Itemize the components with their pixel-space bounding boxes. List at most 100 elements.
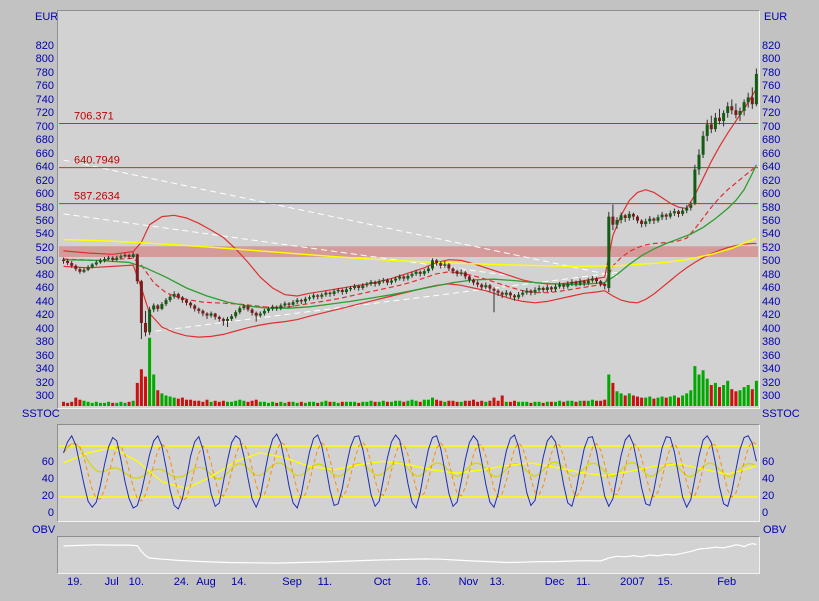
price-ytick-right: 420 <box>762 309 781 322</box>
date-tick-label: 11. <box>317 576 333 588</box>
price-ytick-left: 760 <box>35 80 54 93</box>
sstoc-label-right: SSTOC <box>762 408 800 420</box>
stochastic-slow-line <box>63 447 757 490</box>
price-axis-title-right: EUR <box>764 11 788 23</box>
price-ytick-left: 720 <box>35 107 54 120</box>
price-ytick-right: 580 <box>762 201 781 214</box>
price-ytick-left: 440 <box>35 295 54 308</box>
price-ytick-left: 500 <box>35 255 54 268</box>
price-ytick-right: 700 <box>762 120 781 133</box>
date-tick-label: Dec <box>544 576 565 588</box>
price-ytick-right: 500 <box>762 255 781 268</box>
price-ytick-left: 520 <box>35 241 54 254</box>
price-ytick-right: 540 <box>762 228 781 241</box>
long-moving-average <box>63 237 757 268</box>
price-levels: 706.371 640.7949 587.2634 <box>59 110 758 205</box>
price-ytick-right: 360 <box>762 349 781 362</box>
price-ytick-right: 680 <box>762 134 781 147</box>
volume-bars <box>62 337 758 406</box>
date-tick-label: Aug <box>196 576 216 588</box>
price-chart-canvas[interactable]: 706.371 640.7949 587.2634 <box>58 11 759 408</box>
date-tick-label: Feb <box>717 576 737 588</box>
price-ytick-right: 340 <box>762 363 781 376</box>
price-ytick-right: 740 <box>762 93 781 106</box>
price-ytick-left: 320 <box>35 376 54 389</box>
obv-label-left: OBV <box>32 524 56 536</box>
bollinger-bands <box>63 88 757 338</box>
sstoc-ytick-right: 20 <box>762 490 775 502</box>
price-ytick-right: 380 <box>762 336 781 349</box>
price-ytick-right: 720 <box>762 107 781 120</box>
price-ytick-left: 640 <box>35 161 54 174</box>
date-tick-label: 24. <box>173 576 190 588</box>
date-tick-label: Sep <box>282 576 302 588</box>
price-ytick-right: 520 <box>762 241 781 254</box>
price-ytick-right: 760 <box>762 80 781 93</box>
obv-panel[interactable] <box>57 536 760 574</box>
date-tick-label: 11. <box>575 576 591 588</box>
sstoc-ytick-right: 60 <box>762 456 775 468</box>
stochastic-k-line <box>63 433 757 510</box>
price-ytick-right: 560 <box>762 215 781 227</box>
price-ytick-left: 820 <box>35 40 54 52</box>
date-tick-label: 19. <box>67 576 83 588</box>
obv-canvas[interactable] <box>58 537 759 573</box>
price-ytick-right: 320 <box>762 376 781 389</box>
date-tick-label: 16. <box>415 576 431 588</box>
price-ytick-left: 800 <box>35 53 54 66</box>
price-level-label: 640.7949 <box>74 155 120 167</box>
price-ytick-left: 600 <box>35 188 54 201</box>
price-level-label: 706.371 <box>74 110 114 122</box>
price-ytick-right: 780 <box>762 66 781 79</box>
stochastic-canvas[interactable] <box>58 425 759 521</box>
price-ytick-right: 640 <box>762 161 781 174</box>
price-ytick-left: 420 <box>35 309 54 322</box>
candlestick-series <box>62 68 758 340</box>
sstoc-ytick-right: 0 <box>762 507 769 519</box>
price-ytick-left: 700 <box>35 120 54 133</box>
price-ytick-right: 440 <box>762 295 781 308</box>
price-ytick-left: 620 <box>35 174 54 187</box>
sstoc-ytick-left: 0 <box>47 507 54 519</box>
price-ytick-left: 480 <box>35 268 54 281</box>
date-tick-label: Nov <box>458 576 479 588</box>
obv-label-right: OBV <box>763 524 787 536</box>
price-ytick-right: 600 <box>762 188 781 201</box>
price-ytick-left: 340 <box>35 363 54 376</box>
date-tick-label: 15. <box>657 576 673 588</box>
price-axis-title-left: EUR <box>35 11 59 23</box>
price-level-label: 587.2634 <box>74 191 120 203</box>
price-ytick-left: 780 <box>35 66 54 79</box>
price-ytick-left: 660 <box>35 147 54 160</box>
price-ytick-left: 680 <box>35 134 54 147</box>
stochastic-panel[interactable] <box>57 424 760 522</box>
sstoc-label-left: SSTOC <box>22 408 60 420</box>
price-ytick-right: 620 <box>762 174 781 187</box>
support-zone-band <box>59 246 758 257</box>
sstoc-ytick-left: 60 <box>41 456 54 468</box>
date-tick-label: 13. <box>489 576 505 588</box>
price-ytick-right: 400 <box>762 322 781 335</box>
sstoc-ytick-left: 20 <box>41 490 54 502</box>
price-ytick-left: 560 <box>35 215 54 227</box>
sstoc-ytick-left: 40 <box>41 473 54 485</box>
medium-moving-average <box>63 164 757 309</box>
stochastic-d-line <box>63 440 757 502</box>
price-ytick-right: 460 <box>762 282 781 295</box>
price-chart-panel[interactable]: 706.371 640.7949 587.2634 <box>57 10 760 409</box>
date-tick-label: Jul <box>104 576 119 588</box>
price-ytick-left: 360 <box>35 349 54 362</box>
date-tick-label: Oct <box>373 576 391 588</box>
price-ytick-right: 660 <box>762 147 781 160</box>
price-ytick-left: 740 <box>35 93 54 106</box>
date-tick-label: 2007 <box>620 576 645 588</box>
price-ytick-right: 300 <box>762 390 781 402</box>
price-ytick-right: 800 <box>762 53 781 66</box>
price-ytick-left: 380 <box>35 336 54 349</box>
date-tick-label: 14. <box>231 576 247 588</box>
price-ytick-left: 400 <box>35 322 54 335</box>
price-ytick-left: 540 <box>35 228 54 241</box>
price-ytick-left: 300 <box>35 390 54 402</box>
price-ytick-right: 480 <box>762 268 781 281</box>
